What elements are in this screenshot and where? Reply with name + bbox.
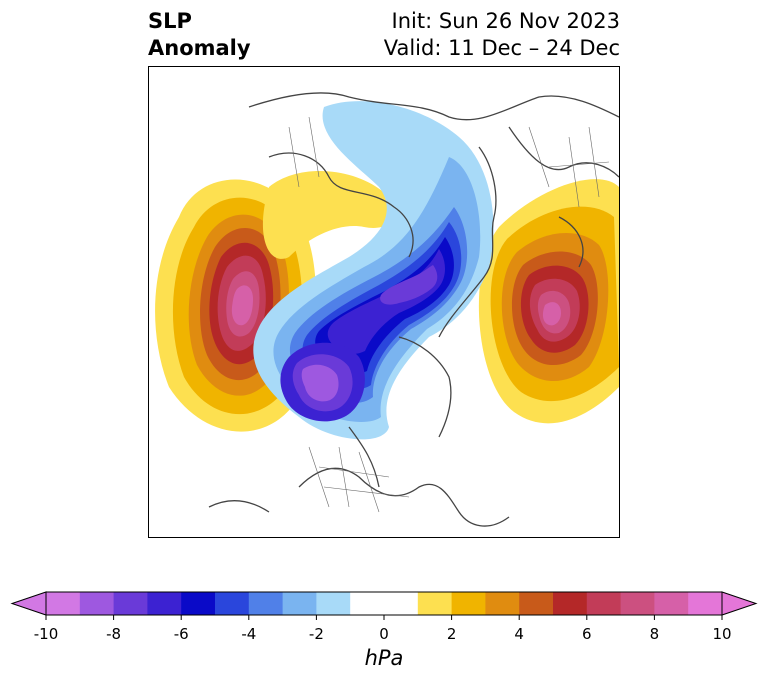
colorbar-bin-2 xyxy=(113,592,148,615)
colorbar-bin-15 xyxy=(586,592,622,615)
colorbar-bin-8 xyxy=(316,592,351,615)
colorbar-bin-6 xyxy=(248,592,284,615)
slp-anomaly-map xyxy=(149,67,619,537)
map-panel xyxy=(148,66,620,538)
borders xyxy=(288,116,610,513)
title-left: SLP Anomaly xyxy=(148,8,251,62)
colorbar-bin-10 xyxy=(417,592,453,615)
colorbar-bin-18 xyxy=(688,592,723,615)
colorbar-bin-5 xyxy=(215,592,250,615)
canada-arctic-low-anomaly xyxy=(253,101,494,440)
title-variable: SLP xyxy=(148,9,192,33)
title-right: Init: Sun 26 Nov 2023 Valid: 11 Dec – 24… xyxy=(384,8,620,62)
colorbar-tick-label-2: -6 xyxy=(174,625,189,643)
colorbar-extend-min xyxy=(10,591,47,616)
colorbar-bin-7 xyxy=(282,592,317,615)
colorbar-bin-12 xyxy=(485,592,520,615)
colorbar-bin-14 xyxy=(553,592,588,615)
colorbar-tick-label-1: -8 xyxy=(106,625,121,643)
colorbar-tick-label-9: 8 xyxy=(650,625,660,643)
colorbar-tick-label-4: -2 xyxy=(309,625,324,643)
colorbar-bin-16 xyxy=(620,592,655,615)
valid-range: Valid: 11 Dec – 24 Dec xyxy=(383,36,620,60)
colorbar-bin-11 xyxy=(451,592,486,615)
colorbar-bin-17 xyxy=(654,592,689,615)
colorbar-bin-9 xyxy=(350,592,419,615)
colorbar-tick-label-7: 4 xyxy=(514,625,524,643)
colorbar-tick-label-8: 6 xyxy=(582,625,592,643)
init-date: Init: Sun 26 Nov 2023 xyxy=(391,9,620,33)
eurasia-high-anomaly xyxy=(478,179,619,424)
colorbar-tick-label-0: -10 xyxy=(34,625,59,643)
colorbar-bin-1 xyxy=(79,592,115,615)
colorbar-bin-3 xyxy=(147,592,182,615)
colorbar-bin-0 xyxy=(46,592,81,615)
colorbar-bin-13 xyxy=(519,592,554,615)
title-subtitle: Anomaly xyxy=(148,36,251,60)
colorbar-tick-label-6: 2 xyxy=(447,625,457,643)
colorbar-bin-4 xyxy=(181,592,216,615)
colorbar-unit-label: hPa xyxy=(364,646,404,670)
coastlines xyxy=(208,92,619,527)
colorbar-extend-max xyxy=(721,591,758,616)
colorbar: -10 -8 -6 -4 -2 0 2 4 6 8 10 xyxy=(10,591,758,643)
colorbar-tick-label-10: 10 xyxy=(712,625,731,643)
colorbar-tick-label-5: 0 xyxy=(379,625,389,643)
colorbar-tick-label-3: -4 xyxy=(241,625,256,643)
